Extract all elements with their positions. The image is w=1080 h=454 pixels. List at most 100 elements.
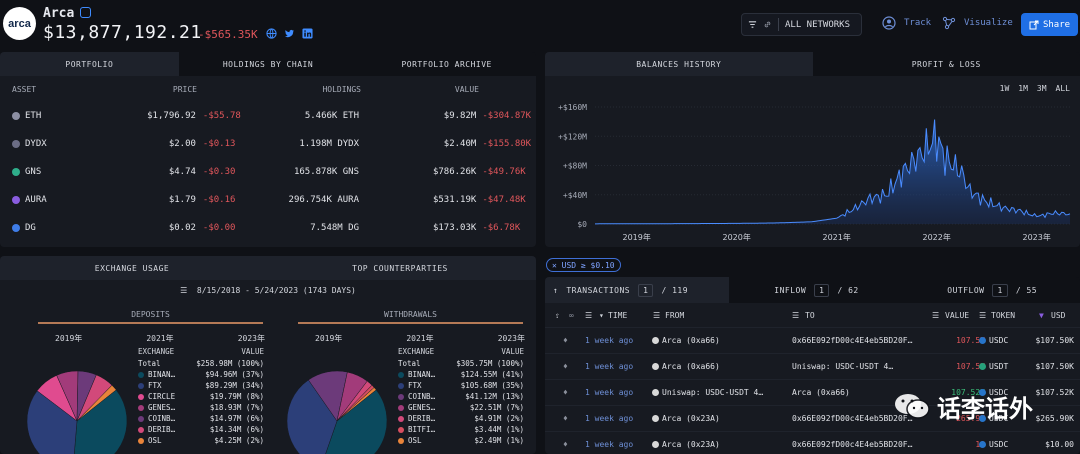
balance-line[interactable] bbox=[595, 119, 1071, 225]
tab-top-counterparties[interactable]: TOP COUNTERPARTIES bbox=[264, 256, 536, 280]
transaction-row[interactable]: ♦ 1 week ago Arca (0x23A) 0x66E092fD00c4E4e… bbox=[545, 431, 1080, 454]
col-token[interactable]: TOKEN bbox=[991, 310, 1016, 320]
visualize-button[interactable]: Visualize bbox=[942, 16, 1013, 30]
col-value[interactable]: VALUE bbox=[454, 84, 479, 94]
transaction-row[interactable]: ♦ 1 week ago Arca (0xa66) 0x66E092fD00c4E4e… bbox=[545, 327, 1080, 353]
share-button[interactable]: Share bbox=[1021, 13, 1078, 36]
page-input[interactable]: 1 bbox=[814, 283, 830, 297]
pie-slice-ftx[interactable] bbox=[286, 379, 338, 454]
col-price[interactable]: PRICE bbox=[172, 84, 197, 94]
legend-item[interactable]: OSL $4.25M (2%) bbox=[138, 435, 264, 446]
tx-from[interactable]: Arca (0xa66) bbox=[652, 362, 720, 371]
value-change: -$155.80K bbox=[482, 139, 532, 149]
col-asset[interactable]: ASSET bbox=[12, 84, 37, 94]
tx-to[interactable]: Uniswap: USDC-USDT 4… bbox=[792, 362, 894, 371]
date-range[interactable]: ☰ 8/15/2018 - 5/24/2023 (1743 DAYS) bbox=[0, 286, 536, 295]
transaction-row[interactable]: ♦ 1 week ago Arca (0x23A) 0x66E092fD00c4E4e… bbox=[545, 405, 1080, 431]
pie-slice-osl[interactable] bbox=[76, 384, 117, 422]
tab-outflow[interactable]: OUTFLOW 1 / 55 bbox=[904, 277, 1080, 303]
tab-profit-loss[interactable]: PROFIT & LOSS bbox=[812, 52, 1080, 76]
transaction-row[interactable]: ♦ 1 week ago Arca (0xa66) Uniswap: USDC-USD… bbox=[545, 353, 1080, 379]
legend-item[interactable]: BITFI… $3.44M (1%) bbox=[398, 424, 524, 435]
range-1m[interactable]: 1M bbox=[1018, 84, 1028, 93]
tx-time[interactable]: 1 week ago bbox=[585, 414, 634, 423]
legend-item[interactable]: GENES… $22.51M (7%) bbox=[398, 402, 524, 413]
portfolio-row[interactable]: DYDX $2.00 -$0.13 1.198M DYDX $2.40M -$155.80… bbox=[0, 130, 536, 158]
tx-token[interactable]: USDC bbox=[979, 414, 1008, 423]
tx-from[interactable]: Arca (0xa66) bbox=[652, 336, 720, 345]
price-change: -$0.16 bbox=[202, 195, 236, 205]
asset-cell: DYDX bbox=[12, 139, 121, 149]
tx-to[interactable]: 0x66E092fD00c4E4eb5BD20F… bbox=[792, 336, 913, 345]
range-all[interactable]: ALL bbox=[1055, 84, 1070, 93]
legend-item[interactable]: FTX $105.68M (35%) bbox=[398, 380, 524, 391]
col-value[interactable]: VALUE bbox=[945, 310, 970, 320]
network-filter[interactable]: ALL NETWORKS bbox=[741, 13, 862, 36]
legend-item[interactable]: CIRCLE $19.79M (8%) bbox=[138, 391, 264, 402]
portfolio-row[interactable]: ETH $1,796.92 -$55.78 5.466K ETH $9.82M -$304… bbox=[0, 102, 536, 130]
tab-holdings-by-chain[interactable]: HOLDINGS BY CHAIN bbox=[178, 52, 358, 76]
legend-name: BITFI… bbox=[408, 425, 436, 434]
tx-from[interactable]: Uniswap: USDC-USDT 4… bbox=[652, 388, 763, 397]
tx-time[interactable]: 1 week ago bbox=[585, 440, 634, 449]
legend-item[interactable]: OSL $2.49M (1%) bbox=[398, 435, 524, 446]
pie-slice-binance[interactable] bbox=[73, 389, 128, 454]
exchange-tabs: EXCHANGE USAGE TOP COUNTERPARTIES bbox=[0, 256, 536, 280]
usd-filter-chip[interactable]: ✕ USD ≥ $0.10 bbox=[546, 258, 621, 272]
close-icon[interactable]: ✕ bbox=[552, 260, 562, 270]
legend-item[interactable]: FTX $89.29M (34%) bbox=[138, 380, 264, 391]
legend-item[interactable]: DERIB… $14.34M (6%) bbox=[138, 424, 264, 435]
range-3m[interactable]: 3M bbox=[1036, 84, 1047, 93]
page-input[interactable]: 1 bbox=[638, 283, 654, 297]
legend-item[interactable]: BINAN… $124.55M (41%) bbox=[398, 369, 524, 380]
pie-slice-osl[interactable] bbox=[336, 387, 377, 422]
portfolio-row[interactable]: GNS $4.74 -$0.30 165.878K GNS $786.26K -$49.7… bbox=[0, 158, 536, 186]
transaction-row[interactable]: ♦ 1 week ago Uniswap: USDC-USDT 4… Arca (0x… bbox=[545, 379, 1080, 405]
legend-item[interactable]: Total $258.98M (100%) bbox=[138, 358, 264, 369]
tx-token[interactable]: USDC bbox=[979, 388, 1008, 397]
tab-portfolio-archive[interactable]: PORTFOLIO ARCHIVE bbox=[357, 52, 536, 76]
portfolio-row[interactable]: DG $0.02 -$0.00 7.548M DG $173.03K -$6.78K bbox=[0, 214, 536, 242]
tx-to[interactable]: 0x66E092fD00c4E4eb5BD20F… bbox=[792, 414, 913, 423]
linkedin-icon[interactable] bbox=[302, 28, 313, 39]
tx-time[interactable]: 1 week ago bbox=[585, 362, 634, 371]
deposits-pie-chart[interactable] bbox=[24, 366, 130, 454]
tab-transactions[interactable]: ↑ TRANSACTIONS 1 / 119 bbox=[545, 277, 729, 303]
balances-chart[interactable]: $0 +$40M +$80M +$120M +$160M 2019年 2020年 2021年 2… bbox=[545, 92, 1080, 247]
pie-slice-ftx[interactable] bbox=[26, 390, 78, 454]
track-button[interactable]: Track bbox=[882, 16, 931, 30]
tab-exchange-usage[interactable]: EXCHANGE USAGE bbox=[0, 256, 264, 280]
legend-item[interactable]: GENES… $18.93M (7%) bbox=[138, 402, 264, 413]
tx-from-label: Arca (0xa66) bbox=[662, 336, 720, 345]
range-1w[interactable]: 1W bbox=[999, 84, 1010, 93]
tab-portfolio[interactable]: PORTFOLIO bbox=[0, 52, 179, 76]
legend-item[interactable]: Total $305.75M (100%) bbox=[398, 358, 524, 369]
col-from[interactable]: FROM bbox=[665, 310, 685, 320]
col-to[interactable]: TO bbox=[805, 310, 815, 320]
tab-inflow[interactable]: INFLOW 1 / 62 bbox=[728, 277, 905, 303]
page-input[interactable]: 1 bbox=[992, 283, 1008, 297]
col-usd[interactable]: USD bbox=[1051, 310, 1066, 320]
withdrawals-pie-chart[interactable] bbox=[284, 366, 390, 454]
tx-token[interactable]: USDT bbox=[979, 362, 1008, 371]
legend-item[interactable]: BINAN… $94.96M (37%) bbox=[138, 369, 264, 380]
portfolio-row[interactable]: AURA $1.79 -$0.16 296.754K AURA $531.19K -$47… bbox=[0, 186, 536, 214]
pie-slice-binance[interactable] bbox=[321, 389, 388, 454]
col-holdings[interactable]: HOLDINGS bbox=[322, 84, 361, 94]
tx-to[interactable]: 0x66E092fD00c4E4eb5BD20F… bbox=[792, 440, 913, 449]
legend-item[interactable]: DERIB… $4.91M (2%) bbox=[398, 413, 524, 424]
legend-item[interactable]: COINB… $14.97M (6%) bbox=[138, 413, 264, 424]
col-time[interactable]: TIME bbox=[608, 310, 628, 320]
tx-token[interactable]: USDC bbox=[979, 440, 1008, 449]
tx-time[interactable]: 1 week ago bbox=[585, 336, 634, 345]
tx-from[interactable]: Arca (0x23A) bbox=[652, 414, 720, 423]
tx-from[interactable]: Arca (0x23A) bbox=[652, 440, 720, 449]
tx-time[interactable]: 1 week ago bbox=[585, 388, 634, 397]
tx-token[interactable]: USDC bbox=[979, 336, 1008, 345]
globe-icon[interactable] bbox=[266, 28, 277, 39]
tx-to[interactable]: Arca (0xa66) bbox=[792, 388, 850, 397]
legend-item[interactable]: COINB… $41.12M (13%) bbox=[398, 391, 524, 402]
twitter-icon[interactable] bbox=[284, 28, 295, 39]
tab-balances-history[interactable]: BALANCES HISTORY bbox=[545, 52, 813, 76]
balance-area[interactable] bbox=[595, 119, 1070, 225]
